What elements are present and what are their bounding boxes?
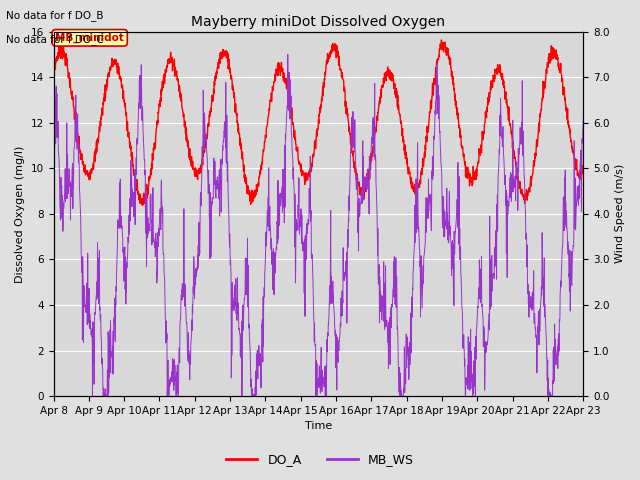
- Title: Mayberry miniDot Dissolved Oxygen: Mayberry miniDot Dissolved Oxygen: [191, 15, 445, 29]
- Text: No data for f DO_C: No data for f DO_C: [6, 34, 104, 45]
- Legend: DO_A, MB_WS: DO_A, MB_WS: [221, 448, 419, 471]
- Text: No data for f DO_B: No data for f DO_B: [6, 10, 104, 21]
- X-axis label: Time: Time: [305, 421, 332, 432]
- Y-axis label: Dissolved Oxygen (mg/l): Dissolved Oxygen (mg/l): [15, 145, 25, 283]
- Y-axis label: Wind Speed (m/s): Wind Speed (m/s): [615, 164, 625, 264]
- Text: MB_minidot: MB_minidot: [55, 33, 124, 43]
